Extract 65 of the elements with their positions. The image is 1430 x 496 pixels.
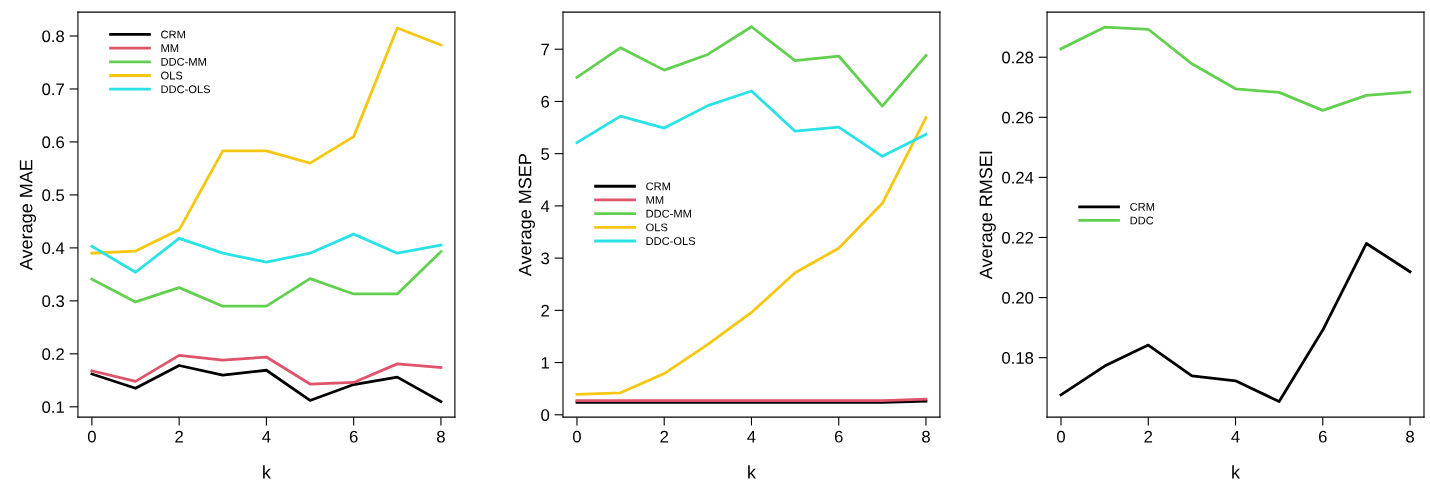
line-series [575, 25, 928, 108]
y-tick-label: 6 [541, 95, 550, 108]
x-tick-label: 8 [922, 430, 930, 443]
x-axis-title: k [263, 465, 271, 479]
legend-label: CRM [1130, 202, 1155, 211]
y-tick-label: 0.26 [1002, 111, 1034, 124]
y-tick-label: 1 [541, 357, 549, 369]
line-series [90, 354, 443, 386]
y-tick-label: 4 [540, 200, 550, 212]
x-tick-label: 2 [660, 430, 669, 443]
y-axis-title: Average MAE [19, 159, 37, 271]
legend-label: DDC [1130, 216, 1154, 225]
y-tick-label: 0.2 [42, 348, 64, 361]
y-tick-label: 0 [541, 409, 550, 421]
line-series [90, 232, 443, 274]
y-tick-label: 0.8 [42, 30, 65, 43]
x-axis-title: k [748, 465, 756, 479]
legend-label: DDC-OLS [646, 237, 696, 246]
legend-label: DDC-MM [646, 209, 691, 218]
y-axis-title: Average RMSEI [979, 151, 996, 280]
y-tick-label: 0.6 [42, 136, 65, 149]
x-tick-label: 4 [1231, 430, 1240, 443]
y-tick-label: 0.28 [1002, 51, 1034, 64]
line-series [90, 26, 443, 255]
legend-label: DDC-OLS [161, 85, 211, 94]
y-axis-title: Average MSEP [518, 154, 535, 277]
x-axis-title: k [1232, 465, 1241, 479]
x-tick-label: 0 [572, 430, 581, 443]
line-series [90, 364, 443, 403]
x-tick-label: 0 [1057, 430, 1065, 443]
legend-label: MM [161, 44, 179, 52]
y-tick-label: 0.18 [1002, 352, 1034, 364]
x-tick-label: 6 [1318, 430, 1327, 443]
legend-label: CRM [646, 182, 670, 191]
legend-label: OLS [646, 223, 668, 232]
x-tick-label: 2 [175, 430, 183, 443]
y-tick-label: 2 [541, 304, 549, 317]
line-series [90, 250, 443, 308]
x-tick-label: 6 [834, 430, 843, 443]
legend-label: OLS [161, 71, 183, 80]
y-tick-label: 0.5 [42, 189, 65, 202]
x-tick-label: 2 [1144, 430, 1153, 443]
line-series [575, 89, 928, 158]
x-tick-label: 4 [262, 430, 271, 443]
legend-label: CRM [161, 30, 185, 39]
x-tick-label: 4 [747, 430, 756, 443]
x-tick-label: 8 [437, 430, 445, 443]
y-tick-label: 7 [541, 43, 549, 56]
x-tick-label: 8 [1406, 430, 1414, 443]
y-tick-label: 5 [541, 148, 550, 160]
x-tick-label: 0 [87, 430, 96, 443]
x-tick-label: 6 [349, 430, 358, 443]
y-tick-label: 0.4 [42, 242, 65, 255]
y-tick-label: 0.20 [1002, 291, 1034, 304]
line-series [1059, 242, 1412, 403]
line-series [1059, 25, 1412, 112]
y-tick-label: 0.3 [42, 295, 65, 308]
y-tick-label: 0.24 [1002, 171, 1034, 184]
legend-label: MM [646, 196, 664, 204]
legend-label: DDC-MM [161, 57, 206, 66]
y-tick-label: 0.7 [42, 83, 64, 96]
y-tick-label: 3 [541, 252, 550, 265]
y-tick-label: 0.1 [42, 401, 64, 414]
line-series [575, 116, 928, 396]
y-tick-label: 0.22 [1002, 231, 1034, 244]
